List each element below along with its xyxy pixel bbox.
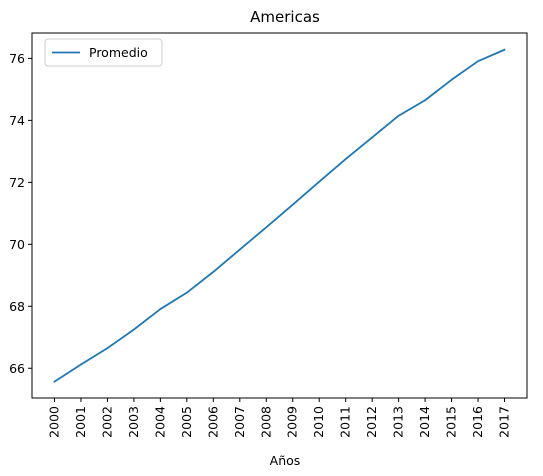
x-tick-label: 2003 bbox=[126, 406, 141, 438]
x-tick-label: 2017 bbox=[497, 406, 512, 438]
y-tick-label: 72 bbox=[9, 175, 25, 190]
x-tick-label: 2012 bbox=[364, 406, 379, 438]
axes-frame bbox=[31, 32, 528, 399]
x-tick-label: 2009 bbox=[285, 406, 300, 438]
legend-entry-promedio: Promedio bbox=[89, 45, 148, 60]
legend: Promedio bbox=[44, 38, 163, 67]
chart-title: Americas bbox=[250, 8, 320, 26]
x-tick-label: 2002 bbox=[99, 406, 114, 438]
x-tick-label: 2000 bbox=[47, 406, 62, 438]
x-tick-label: 2005 bbox=[179, 406, 194, 438]
x-tick-label: 2011 bbox=[338, 406, 353, 438]
x-tick-label: 2016 bbox=[470, 406, 485, 438]
series-line-promedio bbox=[53, 48, 506, 383]
y-tick-label: 70 bbox=[9, 237, 25, 252]
x-tick-label: 2007 bbox=[232, 406, 247, 438]
x-tick-label: 2004 bbox=[152, 406, 167, 438]
y-tick-label: 74 bbox=[9, 113, 25, 128]
y-tick-label: 76 bbox=[9, 51, 25, 66]
x-tick-label: 2014 bbox=[417, 406, 432, 438]
x-tick-label: 2013 bbox=[391, 406, 406, 438]
x-tick-label: 2001 bbox=[73, 406, 88, 438]
x-tick-label: 2015 bbox=[444, 406, 459, 438]
x-tick-label: 2006 bbox=[205, 406, 220, 438]
x-axis-label: Años bbox=[270, 453, 301, 468]
legend-box bbox=[44, 38, 163, 67]
x-tick-label: 2008 bbox=[258, 406, 273, 438]
y-tick-label: 66 bbox=[9, 361, 25, 376]
plot-area: 2000 2001 2002 2003 2004 2005 2006 2007 2008 2009… bbox=[9, 32, 528, 438]
y-tick-label: 68 bbox=[9, 299, 25, 314]
x-tick-label: 2010 bbox=[311, 406, 326, 438]
